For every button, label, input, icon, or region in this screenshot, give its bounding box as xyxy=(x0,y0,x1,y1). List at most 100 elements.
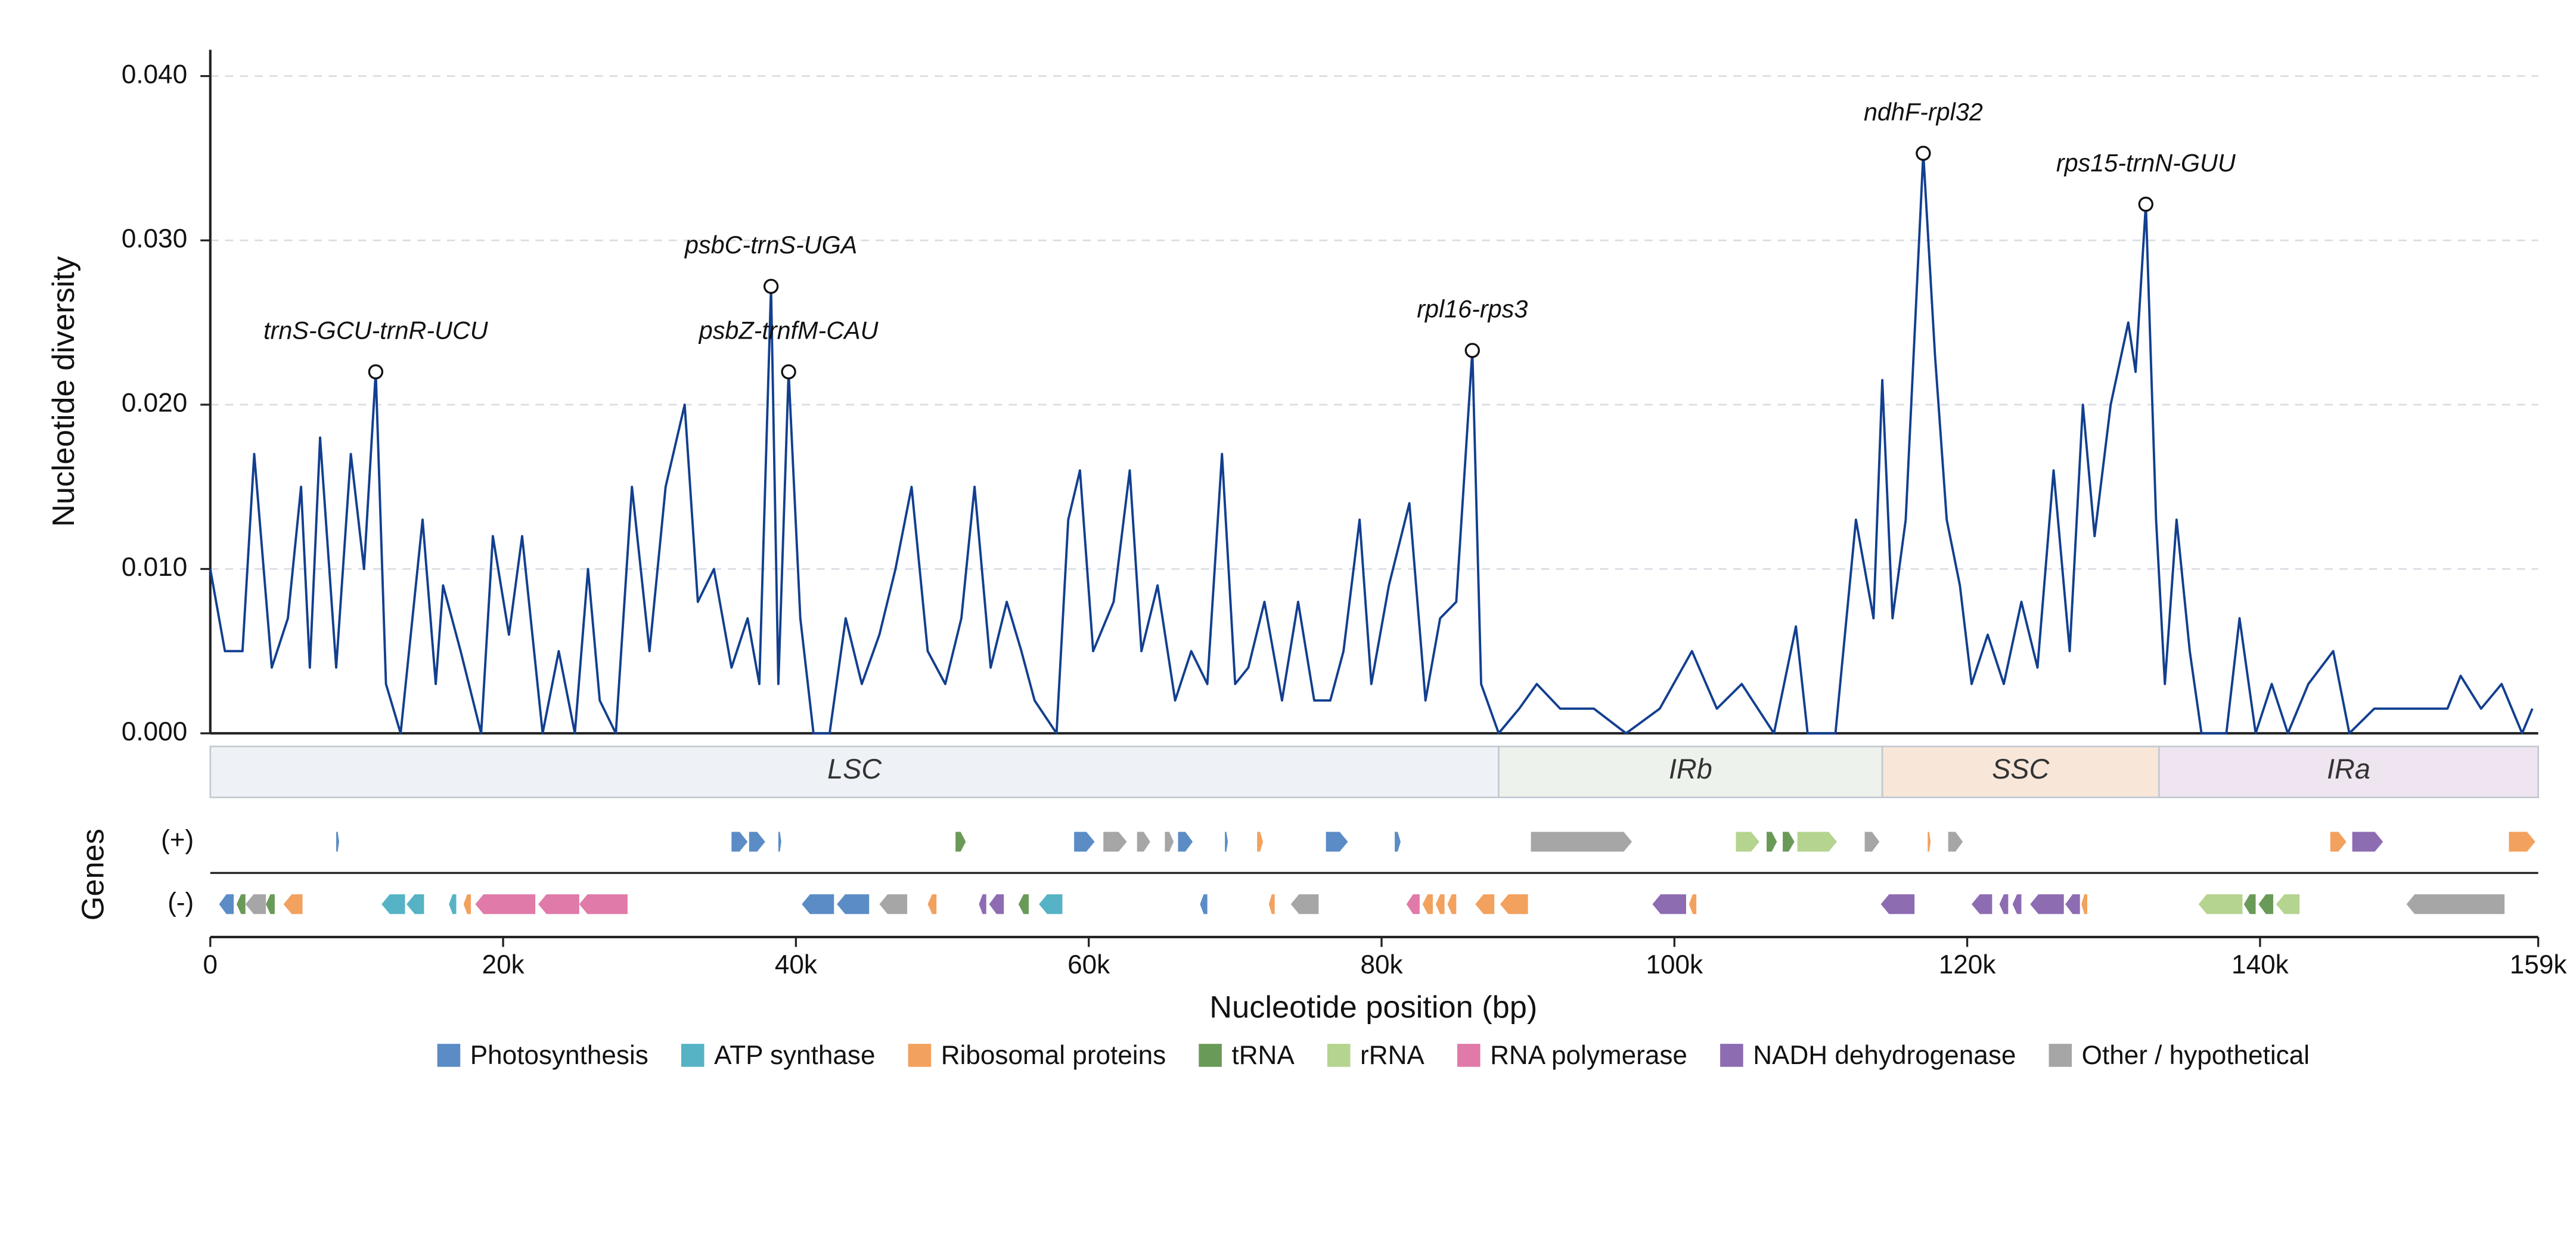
x-tick-label: 20k xyxy=(482,950,525,979)
gene xyxy=(1435,894,1445,914)
x-tick-label: 40k xyxy=(775,950,818,979)
gene xyxy=(1475,894,1495,914)
y-tick-label: 0.000 xyxy=(122,717,187,746)
gene xyxy=(731,832,748,852)
legend-swatch xyxy=(1199,1044,1222,1067)
gene xyxy=(1422,894,1433,914)
region-label: SSC xyxy=(1992,753,2050,784)
gene xyxy=(538,894,579,914)
x-tick-label: 60k xyxy=(1067,950,1110,979)
gene xyxy=(2243,894,2256,914)
legend-label: tRNA xyxy=(1231,1041,1295,1070)
gene xyxy=(1103,832,1127,852)
diversity-line xyxy=(209,152,2534,735)
peak-label: ndhF-rpl32 xyxy=(1864,98,1983,126)
gene xyxy=(955,832,966,852)
peak-label: psbC-trnS-UGA xyxy=(684,231,857,259)
gene xyxy=(2012,894,2022,914)
strand-label: (-) xyxy=(167,888,194,917)
gene xyxy=(2330,832,2347,852)
gene xyxy=(449,894,457,914)
region-label: IRb xyxy=(1669,753,1712,784)
peak-marker xyxy=(781,364,796,380)
gene xyxy=(1783,832,1795,852)
gene xyxy=(1652,894,1686,914)
legend-swatch xyxy=(1327,1044,1351,1067)
gene xyxy=(778,832,781,852)
y-tick-label: 0.010 xyxy=(122,553,187,582)
gene xyxy=(1736,832,1759,852)
peak-marker xyxy=(2138,196,2153,212)
region xyxy=(1498,745,1883,799)
gene xyxy=(245,894,266,914)
gene xyxy=(1039,894,1063,914)
gene xyxy=(283,894,303,914)
legend-swatch xyxy=(908,1044,932,1067)
gene xyxy=(1971,894,1992,914)
region xyxy=(2158,745,2539,799)
gene xyxy=(1257,832,1264,852)
peak-marker xyxy=(368,364,384,380)
gene xyxy=(1797,832,1837,852)
gene xyxy=(749,832,765,852)
legend-label: ATP synthase xyxy=(714,1041,875,1070)
legend-swatch xyxy=(2049,1044,2072,1067)
y-tick-label: 0.020 xyxy=(122,389,187,418)
legend-swatch xyxy=(1457,1044,1481,1067)
gene xyxy=(1225,832,1228,852)
gene xyxy=(927,894,937,914)
gene xyxy=(879,894,908,914)
gene xyxy=(2030,894,2064,914)
legend-swatch xyxy=(1720,1044,1743,1067)
region-label: LSC xyxy=(827,753,882,784)
gene xyxy=(266,894,275,914)
x-tick-label: 120k xyxy=(1939,950,1997,979)
gene xyxy=(1500,894,1528,914)
gene xyxy=(1767,832,1777,852)
legend-label: rRNA xyxy=(1360,1041,1424,1070)
y-axis-title: Nucleotide diversity xyxy=(46,256,81,527)
gene xyxy=(837,894,870,914)
gene xyxy=(1137,832,1150,852)
gene xyxy=(1200,894,1208,914)
gene xyxy=(1928,832,1931,852)
peak-label: psbZ-trnfM-CAU xyxy=(698,317,879,345)
x-tick-label: 100k xyxy=(1646,950,1703,979)
gene xyxy=(2065,894,2080,914)
legend-label: Ribosomal proteins xyxy=(941,1041,1166,1070)
gene xyxy=(381,894,405,914)
y-tick-label: 0.040 xyxy=(122,60,187,89)
gene xyxy=(2276,894,2300,914)
gene xyxy=(475,894,536,914)
gene xyxy=(1395,832,1401,852)
x-tick-label: 0 xyxy=(203,950,218,979)
gene xyxy=(1290,894,1319,914)
gene xyxy=(979,894,986,914)
x-tick-label: 140k xyxy=(2232,950,2289,979)
peak-label: rps15-trnN-GUU xyxy=(2056,149,2236,176)
gene xyxy=(1178,832,1193,852)
gene xyxy=(1689,894,1697,914)
legend-swatch xyxy=(437,1044,461,1067)
peak-label: rpl16-rps3 xyxy=(1417,296,1528,323)
gene xyxy=(336,832,339,852)
peak-marker xyxy=(763,278,779,294)
legend-label: NADH dehydrogenase xyxy=(1753,1041,2016,1070)
gene xyxy=(1018,894,1029,914)
gene xyxy=(1268,894,1275,914)
gene xyxy=(1864,832,1880,852)
gene xyxy=(1074,832,1095,852)
peak-marker xyxy=(1464,343,1480,358)
gene xyxy=(2198,894,2243,914)
peak-label: trnS-GCU-trnR-UCU xyxy=(263,317,489,345)
gene xyxy=(406,894,424,914)
x-tick-label: 159k xyxy=(2510,950,2568,979)
gene xyxy=(989,894,1004,914)
gene xyxy=(463,894,471,914)
gene xyxy=(2352,832,2383,852)
gene xyxy=(1406,894,1420,914)
gene xyxy=(2081,894,2088,914)
legend-label: RNA polymerase xyxy=(1490,1041,1687,1070)
region xyxy=(209,745,1500,799)
